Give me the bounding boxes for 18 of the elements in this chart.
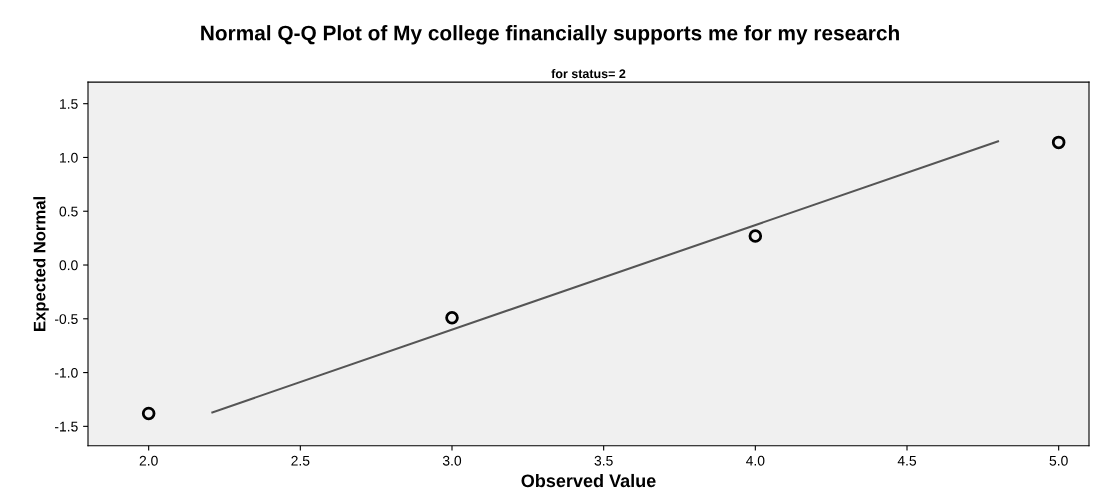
y-tick-label: 1.0 bbox=[60, 152, 78, 163]
y-tick-label: -1.0 bbox=[54, 367, 78, 378]
x-tick-label: 4.0 bbox=[746, 455, 765, 466]
x-tick-label: 5.0 bbox=[1049, 455, 1068, 466]
x-tick-label: 2.0 bbox=[139, 455, 158, 466]
chart-subtitle: for status= 2 bbox=[551, 68, 626, 79]
x-tick-label: 4.5 bbox=[897, 455, 917, 466]
x-tick-label: 2.5 bbox=[291, 455, 310, 466]
x-tick-label: 3.5 bbox=[594, 455, 613, 466]
y-tick-label: -1.5 bbox=[54, 421, 78, 432]
y-tick-label: 1.5 bbox=[60, 99, 78, 109]
chart-title: Normal Q-Q Plot of My college financially supports me for my research bbox=[201, 25, 899, 45]
y-axis-title: Expected Normal bbox=[33, 197, 49, 331]
x-axis-title: Observed Value bbox=[521, 473, 656, 488]
x-tick-label: 3.0 bbox=[442, 455, 462, 466]
y-tick-label: 0.0 bbox=[59, 260, 78, 271]
y-tick-label: -0.5 bbox=[54, 314, 78, 324]
y-tick-label: 0.5 bbox=[59, 206, 78, 217]
